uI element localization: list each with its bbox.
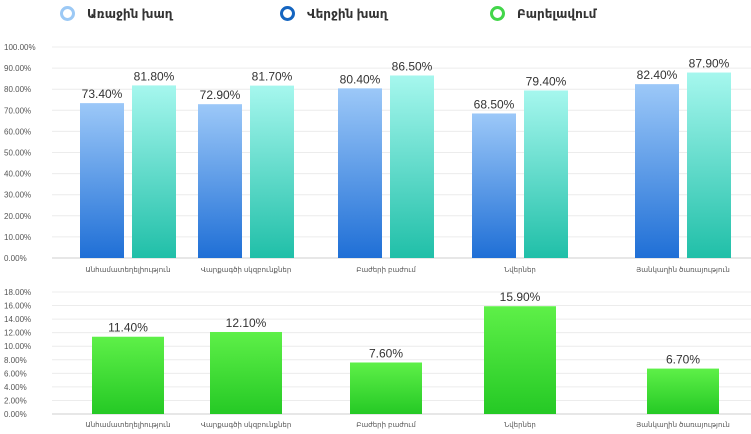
data-label: 15.90%: [500, 290, 541, 304]
y-tick-label: 6.00%: [4, 369, 27, 378]
data-label: 7.60%: [369, 346, 403, 360]
legend-marker-icon: [60, 6, 75, 21]
data-label: 12.10%: [226, 316, 267, 330]
bar: [687, 72, 731, 258]
legend-label: Առաջին խաղ: [87, 6, 173, 21]
x-category-label: Բաժերի բաժում: [356, 422, 416, 429]
x-category-label: Վարքագծի սկզբունքներ: [201, 267, 292, 274]
y-tick-label: 90.00%: [4, 64, 31, 73]
y-tick-label: 0.00%: [4, 254, 27, 263]
x-category-label: Յանկաղին ծառայություն: [636, 267, 730, 274]
data-label: 80.40%: [340, 72, 381, 86]
bar: [210, 331, 282, 414]
y-tick-label: 30.00%: [4, 191, 31, 200]
bar: [350, 362, 422, 414]
bar: [198, 104, 242, 258]
y-tick-label: 20.00%: [4, 212, 31, 221]
bar: [132, 85, 176, 258]
bar: [80, 103, 124, 258]
legend-marker-icon: [490, 6, 505, 21]
legend-label: Վերջին խաղ: [307, 6, 388, 21]
bar: [524, 90, 568, 258]
bar: [250, 85, 294, 258]
chart-legend: Առաջին խաղ Վերջին խաղ Բարելավում: [0, 0, 751, 30]
x-category-label: Անհամատեղելիություն: [85, 267, 170, 274]
bar: [635, 84, 679, 258]
y-tick-label: 12.00%: [4, 329, 31, 338]
data-label: 81.80%: [134, 69, 175, 83]
legend-label: Բարելավում: [517, 6, 597, 21]
y-tick-label: 40.00%: [4, 170, 31, 179]
legend-item-improvement[interactable]: Բարելավում: [490, 6, 596, 21]
y-tick-label: 14.00%: [4, 315, 31, 324]
y-tick-label: 70.00%: [4, 106, 31, 115]
data-label: 81.70%: [252, 70, 293, 84]
bar: [390, 75, 434, 258]
bar: [472, 113, 516, 258]
data-label: 86.50%: [392, 59, 433, 73]
y-tick-label: 0.00%: [4, 410, 27, 419]
data-label: 6.70%: [666, 353, 700, 367]
y-tick-label: 60.00%: [4, 127, 31, 136]
x-category-label: Բաժերի բաժում: [356, 267, 416, 274]
y-tick-label: 10.00%: [4, 342, 31, 351]
bar: [338, 88, 382, 258]
x-category-label: Նվերներ: [504, 422, 536, 429]
x-category-label: Վարքագծի սկզբունքներ: [201, 422, 292, 429]
y-tick-label: 2.00%: [4, 396, 27, 405]
data-label: 68.50%: [474, 97, 515, 111]
legend-marker-icon: [280, 6, 295, 21]
y-tick-label: 100.00%: [4, 43, 36, 52]
bar: [647, 368, 719, 414]
data-label: 82.40%: [637, 68, 678, 82]
y-tick-label: 10.00%: [4, 233, 31, 242]
data-label: 73.40%: [82, 87, 123, 101]
y-tick-label: 16.00%: [4, 302, 31, 311]
y-tick-label: 18.00%: [4, 288, 31, 297]
x-category-label: Նվերներ: [504, 267, 536, 274]
bar: [92, 336, 164, 414]
x-category-label: Անհամատեղելիություն: [85, 422, 170, 429]
data-label: 11.40%: [108, 321, 148, 335]
y-tick-label: 80.00%: [4, 85, 31, 94]
data-label: 79.40%: [526, 74, 567, 88]
x-category-label: Յանկաղին ծառայություն: [636, 422, 730, 429]
y-tick-label: 4.00%: [4, 383, 27, 392]
data-label: 72.90%: [200, 88, 241, 102]
bar: [484, 306, 556, 414]
data-label: 87.90%: [689, 57, 730, 71]
legend-item-last-game[interactable]: Վերջին խաղ: [280, 6, 387, 21]
y-tick-label: 50.00%: [4, 149, 31, 158]
y-tick-label: 8.00%: [4, 356, 27, 365]
legend-item-first-game[interactable]: Առաջին խաղ: [60, 6, 172, 21]
